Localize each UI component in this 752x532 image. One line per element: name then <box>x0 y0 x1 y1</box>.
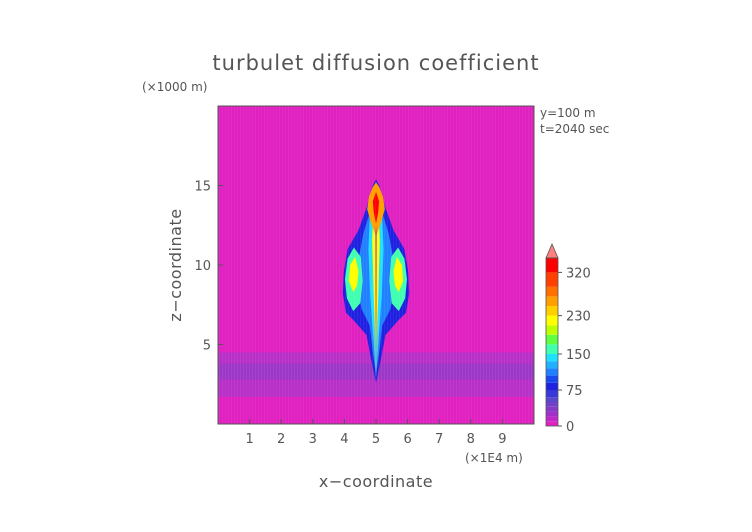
y-unit-label: (×1000 m) <box>142 80 207 94</box>
colorbar-band <box>546 390 558 398</box>
colorbar-band <box>546 382 558 390</box>
chart-title: turbulet diffusion coefficient <box>212 51 539 75</box>
x-tick-label: 3 <box>309 432 317 447</box>
x-tick-label: 1 <box>245 432 253 447</box>
colorbar-tick-label: 75 <box>566 384 583 399</box>
colorbar-band <box>546 416 558 422</box>
colorbar-band <box>546 361 558 369</box>
y-tick-label: 10 <box>194 259 211 274</box>
colorbar-band <box>546 368 558 376</box>
colorbar-band <box>546 411 558 417</box>
colorbar-frame <box>545 257 559 427</box>
x-axis-label: x−coordinate <box>319 472 433 491</box>
colorbar-band <box>546 325 558 335</box>
colorbar-band <box>546 315 558 326</box>
x-tick-label: 6 <box>403 432 411 447</box>
annotation-y-position: y=100 m <box>540 106 596 120</box>
x-tick-label: 2 <box>277 432 285 447</box>
colorbar-tick-label: 320 <box>566 266 591 281</box>
x-tick-label: 5 <box>372 432 380 447</box>
colorbar-band <box>546 397 558 402</box>
colorbar-band <box>546 406 558 412</box>
colorbar-band <box>546 286 558 297</box>
colorbar: 0 75 150 230 320 <box>545 242 591 435</box>
x-tick-label: 8 <box>467 432 475 447</box>
grid-texture <box>218 106 534 424</box>
colorbar-band <box>546 272 558 287</box>
x-unit-label: (×1E4 m) <box>465 451 523 465</box>
colorbar-band <box>546 334 558 345</box>
colorbar-tick-label: 150 <box>566 348 591 363</box>
colorbar-overflow-arrow <box>545 242 559 259</box>
colorbar-band <box>546 258 558 273</box>
colorbar-tick-label: 230 <box>566 310 591 325</box>
y-tick-label: 5 <box>203 339 211 354</box>
colorbar-band <box>546 375 558 383</box>
heatmap-field <box>218 106 534 424</box>
colorbar-tick-label: 0 <box>566 420 574 435</box>
annotation-time: t=2040 sec <box>540 122 609 136</box>
x-tick-label: 4 <box>340 432 348 447</box>
x-tick-label: 9 <box>498 432 506 447</box>
x-tick-label: 7 <box>435 432 443 447</box>
y-tick-label: 15 <box>194 180 211 195</box>
y-axis-label: z−coordinate <box>166 208 185 321</box>
colorbar-band <box>546 354 558 362</box>
colorbar-band <box>546 306 558 316</box>
colorbar-band <box>546 296 558 306</box>
colorbar-band <box>546 421 558 426</box>
colorbar-band <box>546 402 558 407</box>
colorbar-band <box>546 344 558 354</box>
